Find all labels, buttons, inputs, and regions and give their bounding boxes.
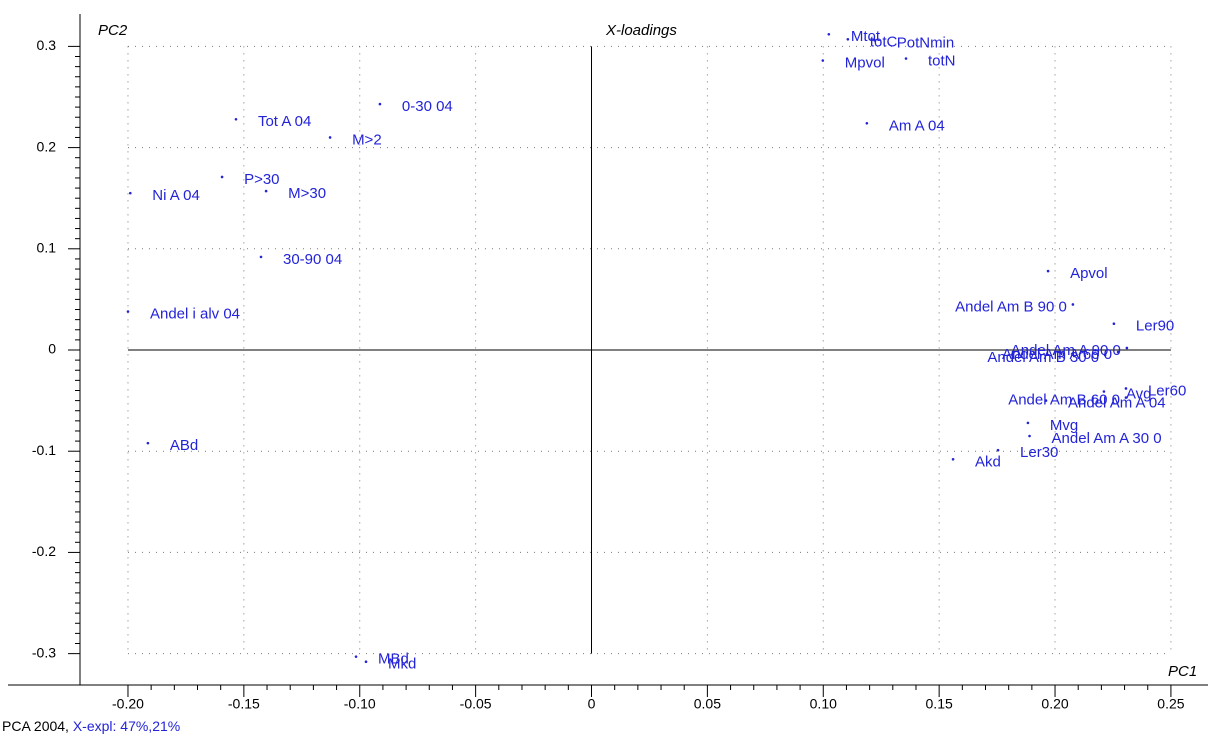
- y-tick-label: 0: [48, 341, 56, 357]
- x-tick-label: 0: [588, 696, 596, 712]
- point-label: Tot A 04: [258, 113, 311, 130]
- point: [1112, 322, 1116, 325]
- point: [904, 57, 908, 60]
- point-label: Ni A 04: [152, 187, 200, 204]
- point-label: Andel i alv 04: [150, 306, 240, 323]
- point-label: Andel Am A 30 0: [1052, 430, 1162, 447]
- point-label: Andel Am B 60 0: [1008, 392, 1120, 409]
- point: [220, 175, 224, 179]
- point-label: Ler90: [1136, 318, 1174, 335]
- point-label: Avg: [1126, 385, 1152, 402]
- x-tick-label: -0.20: [112, 696, 144, 712]
- footer-text: PCA 2004,: [2, 718, 69, 734]
- point-label: Ler30: [1020, 444, 1058, 461]
- point-label: Mpvol: [845, 55, 885, 72]
- point: [1046, 269, 1050, 273]
- x-tick-label: 0.15: [926, 696, 953, 712]
- point-label: Andel Am A 04: [1068, 395, 1166, 412]
- point-label: M>30: [288, 185, 326, 202]
- point: [1026, 421, 1030, 425]
- point-label: totN: [928, 52, 956, 69]
- point-label: Am A 04: [889, 117, 945, 134]
- point-label: Apvol: [1070, 265, 1108, 282]
- point: [354, 655, 358, 658]
- x-tick-label: 0.10: [810, 696, 837, 712]
- y-tick-label: -0.2: [32, 543, 56, 559]
- x-tick-label: 0.25: [1157, 696, 1184, 712]
- point: [865, 122, 869, 125]
- point: [821, 59, 825, 62]
- point-label: Mtot: [851, 28, 881, 45]
- point: [1116, 350, 1120, 354]
- y-axis-label: PC2: [98, 22, 128, 39]
- point-label: Mvg: [1050, 417, 1078, 434]
- point: [951, 458, 955, 461]
- chart-title: X-loadings: [605, 22, 677, 39]
- point-label: MBd: [378, 651, 409, 668]
- point-label: PotNmin: [897, 34, 955, 51]
- footer: PCA 2004, X-expl: 47%,21%: [2, 718, 180, 734]
- y-tick-label: 0.3: [37, 37, 57, 53]
- point: [1102, 390, 1106, 393]
- point: [146, 441, 150, 445]
- point-label: Ler60: [1148, 382, 1186, 399]
- point-label: Andel Am B 90 0: [955, 298, 1067, 315]
- point-label: ABd: [170, 437, 198, 454]
- y-tick-label: -0.1: [32, 442, 56, 458]
- point-label: Mkd: [388, 656, 416, 673]
- point: [126, 310, 130, 313]
- x-tick-label: -0.05: [460, 696, 492, 712]
- point: [1124, 387, 1128, 390]
- point-label: Andel Am A 60 0: [1002, 346, 1112, 363]
- point: [1044, 399, 1048, 402]
- point: [1124, 396, 1128, 399]
- point: [128, 191, 132, 195]
- point: [873, 39, 877, 42]
- point: [996, 448, 1000, 452]
- y-tick-label: 0.2: [37, 138, 57, 154]
- point-label: 30-90 04: [283, 251, 342, 268]
- point: [1125, 346, 1129, 350]
- x-tick-label: 0.20: [1041, 696, 1068, 712]
- x-tick-label: -0.15: [228, 696, 260, 712]
- x-axis-label: PC1: [1168, 663, 1197, 680]
- point-label: Andel Am B 30 0: [987, 349, 1099, 366]
- point: [234, 117, 238, 121]
- y-tick-label: -0.3: [32, 644, 56, 660]
- point: [1103, 353, 1107, 357]
- point: [827, 32, 831, 36]
- point-label: P>30: [244, 171, 279, 188]
- point: [264, 189, 268, 193]
- point-label: totC: [870, 33, 898, 50]
- y-tick-label: 0.1: [37, 240, 57, 256]
- point-label: 0-30 04: [402, 98, 453, 115]
- point-label: M>2: [352, 131, 382, 148]
- point: [364, 660, 368, 664]
- point: [328, 136, 332, 139]
- x-tick-label: 0.05: [694, 696, 721, 712]
- point: [259, 255, 263, 259]
- point: [1071, 303, 1075, 306]
- point: [1028, 434, 1031, 438]
- point: [378, 102, 382, 106]
- point-label: Akd: [975, 453, 1001, 470]
- point: [846, 38, 850, 41]
- point-label: Andel Am A 90 0: [1011, 342, 1121, 359]
- x-tick-label: -0.10: [344, 696, 376, 712]
- explained-variance: X-expl: 47%,21%: [73, 718, 180, 734]
